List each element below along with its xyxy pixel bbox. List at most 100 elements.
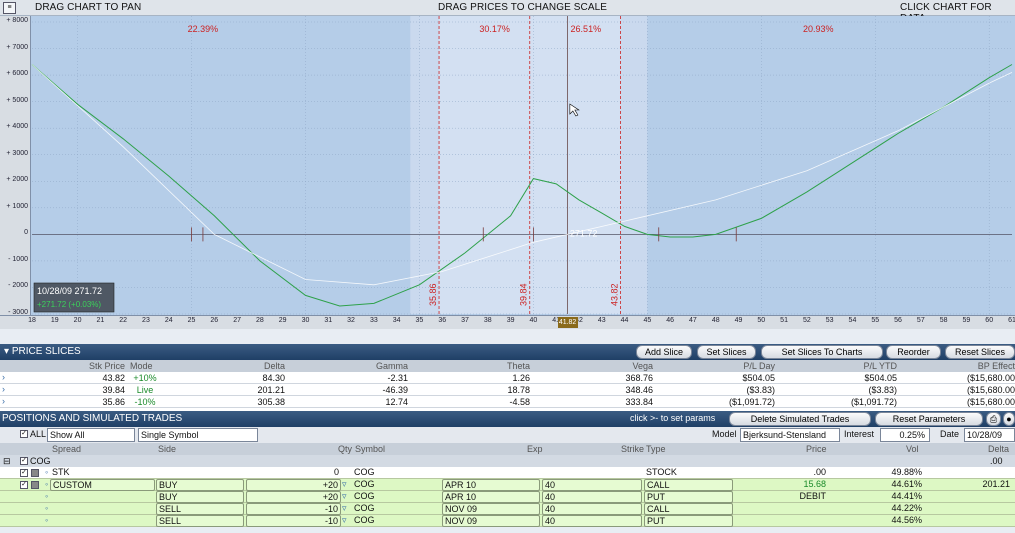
position-qty[interactable]: 0 <box>333 467 339 477</box>
position-price[interactable]: 15.68 <box>803 479 826 489</box>
price-slice-row[interactable]: › 35.86 -10% 305.38 12.74 -4.58 333.84 ($1,091.… <box>0 396 1015 408</box>
col-pl-ytd[interactable]: P/L YTD <box>863 361 897 371</box>
col-side[interactable]: Side <box>158 444 177 454</box>
set-slices-to-charts-button[interactable]: Set Slices To Charts <box>761 345 883 359</box>
position-type[interactable]: CALL <box>644 479 733 491</box>
position-side[interactable]: BUY <box>156 479 244 491</box>
position-row[interactable]: ✓ ◦ STK 0 COG STOCK .00 49.88% <box>0 467 1015 479</box>
slice-stk-price[interactable]: 35.86 <box>102 397 125 407</box>
position-spread[interactable] <box>50 491 155 503</box>
print-icon[interactable]: ⎙ <box>986 412 1001 426</box>
position-spread[interactable]: STK <box>52 467 70 477</box>
position-row[interactable]: ◦ BUY +20 ▿ COG APR 10 40 PUT DEBIT 44.41% <box>0 491 1015 503</box>
delete-simulated-trades-button[interactable]: Delete Simulated Trades <box>729 412 871 426</box>
position-side[interactable]: BUY <box>156 491 244 503</box>
position-type[interactable]: STOCK <box>646 467 677 477</box>
position-vol[interactable]: 44.41% <box>891 491 922 501</box>
show-filter-dropdown[interactable]: Show All <box>47 428 135 442</box>
position-color-chip[interactable] <box>31 481 39 489</box>
qty-dropdown-icon[interactable]: ▿ <box>342 479 347 489</box>
position-qty[interactable]: +20 <box>246 491 341 503</box>
position-vol[interactable]: 44.22% <box>891 503 922 513</box>
menu-icon[interactable]: ≡ <box>3 2 16 14</box>
col-symbol[interactable]: Symbol <box>355 444 386 454</box>
position-vol[interactable]: 44.61% <box>891 479 922 489</box>
slice-stk-price[interactable]: 43.82 <box>102 373 125 383</box>
col-type[interactable]: Type <box>646 444 666 454</box>
position-vol[interactable]: 44.56% <box>891 515 922 525</box>
col-vega[interactable]: Vega <box>632 361 653 371</box>
col-bp-effect[interactable]: BP Effect <box>977 361 1015 371</box>
position-checkbox[interactable]: ✓ <box>20 469 28 477</box>
slice-mode[interactable]: Live <box>136 385 154 395</box>
position-expand-icon[interactable]: ◦ <box>45 491 49 501</box>
position-exp[interactable]: APR 10 <box>442 491 540 503</box>
position-price[interactable]: DEBIT <box>799 491 826 501</box>
position-color-chip[interactable] <box>31 469 39 477</box>
price-slice-row[interactable]: › 43.82 +10% 84.30 -2.31 1.26 368.76 $504.05 $50… <box>0 372 1015 384</box>
symbol-mode-dropdown[interactable]: Single Symbol <box>138 428 258 442</box>
position-price[interactable]: .00 <box>813 467 826 477</box>
position-price[interactable] <box>734 515 828 527</box>
col-theta[interactable]: Theta <box>506 361 530 371</box>
reorder-button[interactable]: Reorder <box>886 345 941 359</box>
position-qty[interactable]: +20 <box>246 479 341 491</box>
qty-dropdown-icon[interactable]: ▿ <box>342 515 347 525</box>
col-qty[interactable]: Qty <box>338 444 353 454</box>
position-side[interactable]: SELL <box>156 515 244 527</box>
position-exp[interactable]: NOV 09 <box>442 515 540 527</box>
position-expand-icon[interactable]: ◦ <box>45 479 49 489</box>
col-strike[interactable]: Strike <box>621 444 645 454</box>
position-strike[interactable]: 40 <box>542 503 642 515</box>
position-price[interactable] <box>734 503 828 515</box>
current-price-marker[interactable]: 41.82 <box>557 317 578 328</box>
col-stk-price[interactable]: Stk Price <box>88 361 125 371</box>
x-axis[interactable]: 18 19 20 21 22 23 24 25 26 27 28 29 30 31 32 33 34 35 36 37… <box>0 315 1015 329</box>
interest-field[interactable]: 0.25% <box>880 428 930 442</box>
qty-dropdown-icon[interactable]: ▿ <box>342 491 347 501</box>
position-strike[interactable] <box>542 467 642 479</box>
position-qty[interactable]: -10 <box>246 503 341 515</box>
position-exp[interactable]: APR 10 <box>442 479 540 491</box>
col-spread[interactable]: Spread <box>52 444 82 454</box>
col-vol[interactable]: Vol <box>906 444 919 454</box>
position-type[interactable]: CALL <box>644 503 733 515</box>
col-delta-pos[interactable]: Delta <box>988 444 1010 454</box>
position-vol[interactable]: 49.88% <box>891 467 922 477</box>
risk-profile-chart[interactable]: 35.86 39.84 43.82 22.39% 30.17% 26.51% 20.93% 2… <box>0 16 1015 329</box>
group-checkbox[interactable]: ✓ <box>20 457 28 465</box>
position-row[interactable]: ✓ ◦ CUSTOM BUY +20 ▿ COG APR 10 40 CALL 15.68 44.61… <box>0 479 1015 491</box>
position-strike[interactable]: 40 <box>542 479 642 491</box>
col-gamma[interactable]: Gamma <box>375 361 408 371</box>
position-expand-icon[interactable]: ◦ <box>45 515 49 525</box>
date-field[interactable]: 10/28/09 <box>964 428 1015 442</box>
position-strike[interactable]: 40 <box>542 515 642 527</box>
add-slice-button[interactable]: Add Slice <box>636 345 692 359</box>
position-spread[interactable]: CUSTOM <box>50 479 155 491</box>
position-spread[interactable] <box>50 503 155 515</box>
collapse-icon[interactable]: ▾ <box>4 346 10 357</box>
col-pl-day[interactable]: P/L Day <box>743 361 775 371</box>
slice-mode[interactable]: -10% <box>134 397 156 407</box>
position-side[interactable]: SELL <box>156 503 244 515</box>
all-checkbox[interactable]: ✓ <box>20 430 28 438</box>
group-collapse-icon[interactable]: ⊟ <box>3 456 11 466</box>
position-type[interactable]: PUT <box>644 515 733 527</box>
position-type[interactable]: PUT <box>644 491 733 503</box>
model-dropdown[interactable]: Bjerksund-Stensland <box>740 428 840 442</box>
col-delta[interactable]: Delta <box>263 361 285 371</box>
y-axis[interactable]: + 8000 + 7000 + 6000 + 5000 + 4000 + 3000 + 20… <box>0 16 31 329</box>
position-qty[interactable]: -10 <box>246 515 341 527</box>
price-slice-row[interactable]: › 39.84 Live 201.21 -46.39 18.78 348.46 ($3.83)… <box>0 384 1015 396</box>
position-side[interactable] <box>156 467 244 479</box>
col-exp[interactable]: Exp <box>527 444 543 454</box>
position-strike[interactable]: 40 <box>542 491 642 503</box>
position-exp[interactable] <box>442 467 540 479</box>
position-row[interactable]: ◦ SELL -10 ▿ COG NOV 09 40 PUT 44.56% <box>0 515 1015 527</box>
reset-parameters-button[interactable]: Reset Parameters <box>875 412 983 426</box>
position-expand-icon[interactable]: ◦ <box>45 467 49 477</box>
settings-icon[interactable]: ● <box>1003 412 1015 426</box>
position-expand-icon[interactable]: ◦ <box>45 503 49 513</box>
position-spread[interactable] <box>50 515 155 527</box>
slice-mode[interactable]: +10% <box>133 373 157 383</box>
